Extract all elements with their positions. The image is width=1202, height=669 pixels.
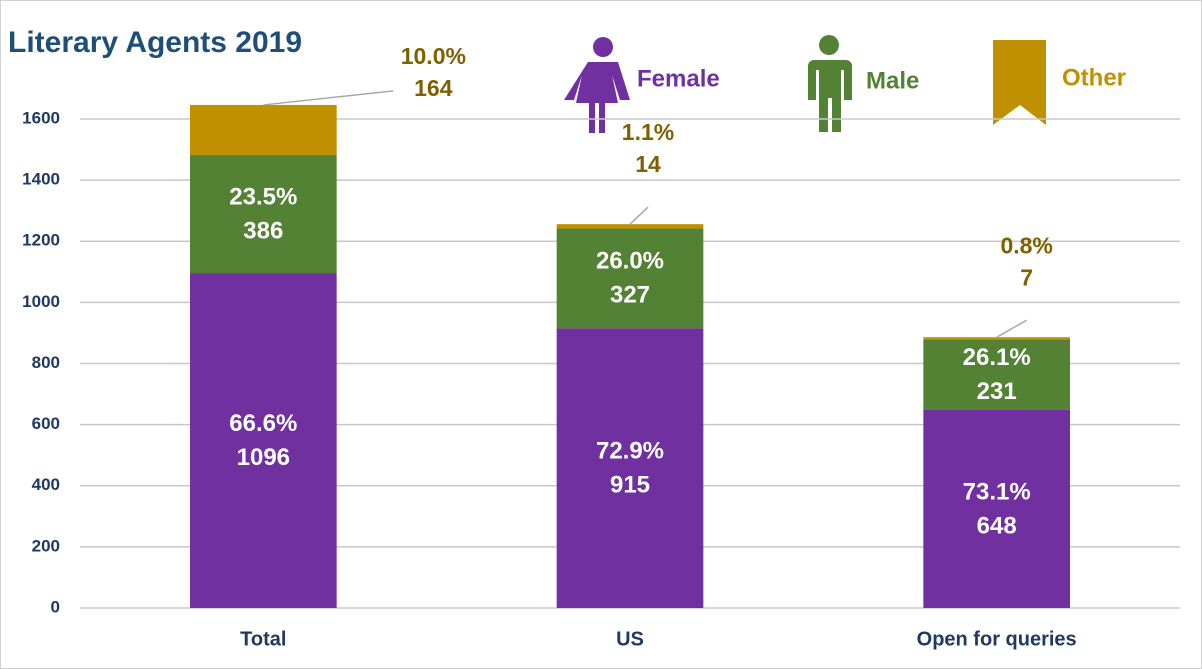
x-tick-label: Total [240, 628, 286, 650]
y-tick-label: 1600 [22, 108, 60, 127]
value-label: 915 [610, 472, 650, 499]
other-icon [993, 40, 1046, 125]
value-label: 231 [977, 378, 1017, 405]
bar-segment [556, 224, 704, 229]
percent-label: 1.1% [622, 119, 674, 145]
legend-label: Other [1062, 64, 1126, 91]
legend-label: Female [637, 65, 720, 92]
percent-label: 23.5% [229, 183, 297, 210]
y-tick-label: 1000 [22, 292, 60, 311]
y-tick-label: 200 [32, 536, 60, 555]
value-label: 386 [243, 217, 283, 244]
y-tick-label: 1400 [22, 170, 60, 189]
percent-label: 26.0% [596, 248, 664, 275]
y-tick-label: 600 [32, 414, 60, 433]
percent-label: 26.1% [963, 344, 1031, 371]
value-label: 1096 [237, 444, 290, 471]
bar-segment [923, 337, 1070, 340]
female-icon [564, 37, 630, 133]
percent-label: 73.1% [963, 478, 1031, 505]
x-tick-label: US [616, 628, 644, 650]
value-label: 14 [635, 151, 661, 177]
y-tick-label: 0 [51, 597, 60, 616]
leader-line [629, 206, 649, 225]
bar-segment [556, 228, 704, 329]
percent-label: 66.6% [229, 410, 297, 437]
percent-label: 10.0% [401, 43, 466, 69]
y-tick-label: 400 [32, 475, 60, 494]
y-tick-label: 1200 [22, 231, 60, 250]
leader-line [263, 90, 394, 106]
bar-segment [923, 339, 1070, 410]
percent-label: 72.9% [596, 438, 664, 465]
percent-label: 0.8% [1000, 232, 1052, 258]
bar-segment [923, 409, 1070, 608]
bar-segment [556, 328, 704, 608]
value-label: 164 [414, 75, 453, 101]
legend-label: Male [866, 67, 919, 94]
value-label: 648 [977, 512, 1017, 539]
value-label: 7 [1020, 264, 1033, 290]
leader-line [996, 319, 1028, 338]
bar-segment [190, 104, 337, 156]
bar-segment [190, 273, 337, 608]
chart-title: Literary Agents 2019 [8, 26, 302, 59]
value-label: 327 [610, 282, 650, 309]
bar-segment [190, 155, 337, 274]
male-icon [808, 35, 852, 132]
y-tick-label: 800 [32, 353, 60, 372]
x-tick-label: Open for queries [917, 628, 1077, 650]
